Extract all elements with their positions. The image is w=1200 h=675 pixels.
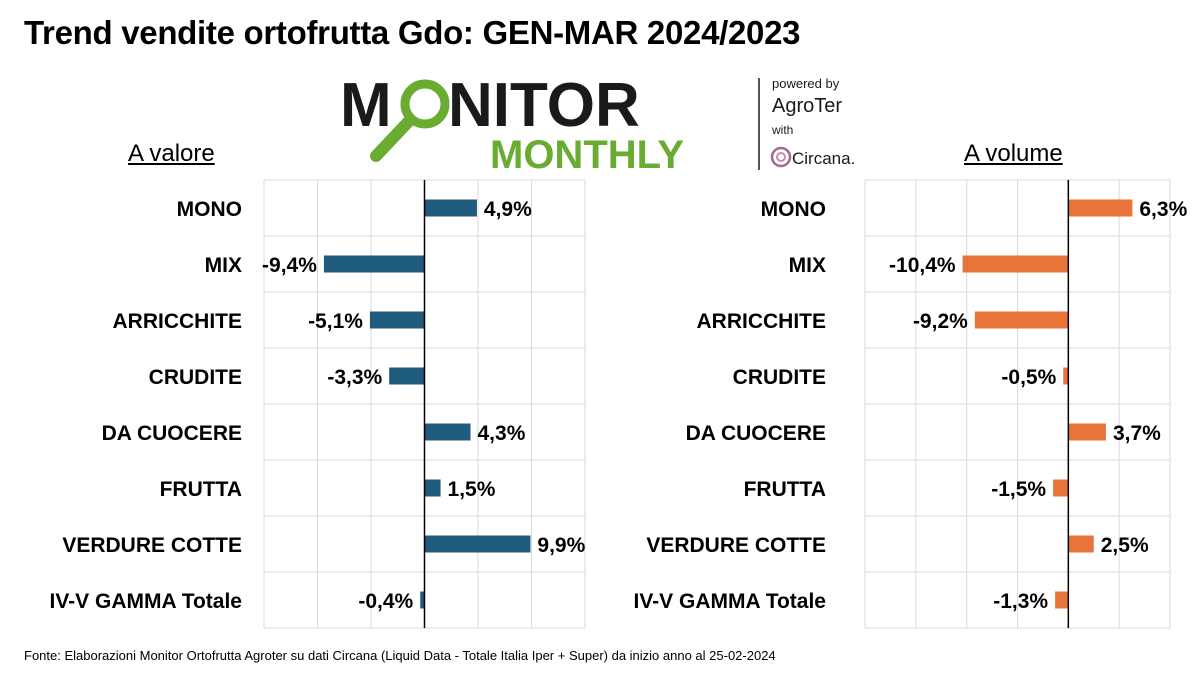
monitor-monthly-logo: M NITOR MONTHLY powered by AgroTer with …	[340, 74, 855, 174]
volume-data-label: -1,5%	[991, 478, 1046, 501]
volume-bar	[1053, 479, 1069, 497]
valore-bar	[424, 479, 441, 497]
logo-word-rest: NITOR	[448, 74, 640, 140]
circana-icon	[770, 146, 792, 168]
volume-category-label: CRUDITE	[733, 366, 826, 389]
valore-category-label: FRUTTA	[160, 478, 242, 501]
valore-bar	[424, 535, 531, 553]
volume-category-label: IV-V GAMMA Totale	[633, 590, 826, 613]
valore-data-label: 9,9%	[537, 534, 585, 557]
logo-monitor-word: M NITOR	[340, 74, 640, 162]
logo-with: with	[771, 123, 793, 137]
logo-monthly: MONTHLY	[490, 133, 684, 174]
volume-data-label: -10,4%	[889, 254, 956, 277]
valore-data-label: 4,3%	[478, 422, 526, 445]
volume-data-label: -1,3%	[993, 590, 1048, 613]
logo-letter-m: M	[340, 74, 392, 140]
valore-data-label: -0,4%	[358, 590, 413, 613]
volume-data-label: -9,2%	[913, 310, 968, 333]
volume-bar	[1068, 199, 1133, 217]
valore-bar	[424, 199, 477, 217]
volume-bar	[1055, 591, 1069, 609]
valore-category-label: CRUDITE	[149, 366, 242, 389]
volume-bar	[962, 255, 1069, 273]
valore-data-label: 1,5%	[448, 478, 496, 501]
volume-category-label: VERDURE COTTE	[646, 534, 826, 557]
valore-category-label: ARRICCHITE	[113, 310, 243, 333]
valore-category-label: DA CUOCERE	[102, 422, 242, 445]
volume-data-label: -0,5%	[1001, 366, 1056, 389]
valore-bar	[420, 591, 425, 609]
valore-category-label: MONO	[177, 198, 242, 221]
volume-data-label: 2,5%	[1101, 534, 1149, 557]
page-title: Trend vendite ortofrutta Gdo: GEN-MAR 20…	[24, 14, 801, 51]
source-footnote: Fonte: Elaborazioni Monitor Ortofrutta A…	[24, 648, 776, 663]
valore-category-label: MIX	[205, 254, 242, 277]
volume-category-label: MONO	[761, 198, 826, 221]
subtitle-volume: A volume	[964, 140, 1063, 167]
magnifier-icon	[370, 79, 450, 162]
logo-circana: Circana.	[792, 149, 855, 168]
valore-bar	[323, 255, 425, 273]
logo-agroter: AgroTer	[772, 95, 842, 117]
volume-data-label: 6,3%	[1139, 198, 1187, 221]
valore-bar	[424, 423, 471, 441]
valore-data-label: -9,4%	[262, 254, 317, 277]
volume-category-label: DA CUOCERE	[686, 422, 826, 445]
volume-category-label: MIX	[789, 254, 826, 277]
valore-category-label: VERDURE COTTE	[62, 534, 242, 557]
valore-data-label: -3,3%	[327, 366, 382, 389]
volume-category-label: FRUTTA	[744, 478, 826, 501]
volume-bar	[1068, 535, 1094, 553]
volume-bar	[1063, 367, 1069, 385]
volume-bar	[1068, 423, 1106, 441]
valore-data-label: 4,9%	[484, 198, 532, 221]
subtitle-valore: A valore	[128, 140, 215, 167]
valore-category-label: IV-V GAMMA Totale	[49, 590, 242, 613]
volume-data-label: 3,7%	[1113, 422, 1161, 445]
volume-bar	[974, 311, 1069, 329]
valore-data-label: -5,1%	[308, 310, 363, 333]
valore-bar	[369, 311, 425, 329]
logo-powered-by: powered by	[772, 76, 840, 91]
volume-category-label: ARRICCHITE	[697, 310, 827, 333]
valore-bar	[389, 367, 425, 385]
